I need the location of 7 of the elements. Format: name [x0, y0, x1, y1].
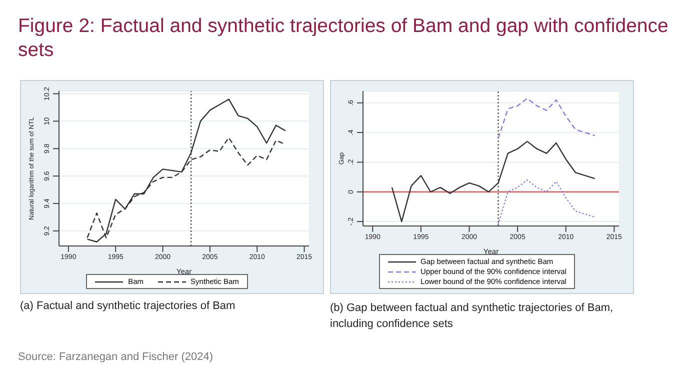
line-series: [498, 98, 596, 140]
line-series: [391, 140, 596, 222]
chart-title: Figure 2: Factual and synthetic trajectories of Bam and gap with confidence sets: [18, 14, 670, 62]
text: (b) Gap between factual and synthetic trajectories of Bam, including confidence sets: [330, 301, 614, 332]
text: (a) Factual and synthetic trajectories of Bam: [20, 300, 236, 312]
line-series: [498, 179, 596, 226]
source-note: Source: Farzanegan and Fischer (2024): [18, 351, 214, 363]
